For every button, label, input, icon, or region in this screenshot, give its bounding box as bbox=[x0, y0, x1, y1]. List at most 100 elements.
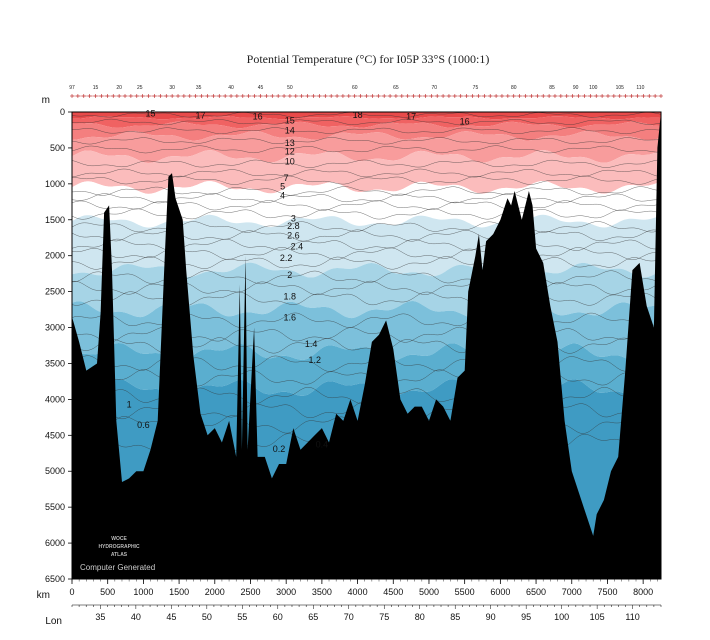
contour-label: 2.6 bbox=[287, 231, 300, 241]
x-tick-label: 4000 bbox=[348, 587, 368, 597]
station-label: 85 bbox=[549, 85, 555, 91]
lon-tick-label: 55 bbox=[237, 612, 247, 622]
station-label: 25 bbox=[137, 85, 143, 91]
contour-label: 12 bbox=[285, 147, 295, 157]
station-label: 35 bbox=[196, 85, 202, 91]
contour-label: 0.6 bbox=[137, 420, 150, 430]
logo-text: WOCE bbox=[111, 536, 127, 542]
contour-label: 10 bbox=[285, 157, 295, 167]
contour-label: 15 bbox=[146, 108, 156, 118]
x-tick-label: 3000 bbox=[276, 587, 296, 597]
lon-tick-label: 70 bbox=[344, 612, 354, 622]
distance-unit-label: km bbox=[37, 590, 50, 601]
station-label: 80 bbox=[511, 85, 517, 91]
x-tick-label: 7500 bbox=[597, 587, 617, 597]
x-tick-label: 1000 bbox=[133, 587, 153, 597]
y-tick-label: 3000 bbox=[45, 323, 65, 333]
axes: 0500100015002000250030003500400045005000… bbox=[45, 107, 662, 622]
y-tick-label: 3500 bbox=[45, 358, 65, 368]
y-tick-label: 1000 bbox=[45, 179, 65, 189]
lon-tick-label: 65 bbox=[308, 612, 318, 622]
contour-label: 16 bbox=[253, 111, 263, 121]
plot-frame bbox=[71, 111, 662, 580]
y-tick-label: 2000 bbox=[45, 251, 65, 261]
station-label: 97 bbox=[69, 85, 75, 91]
y-tick-label: 500 bbox=[50, 143, 65, 153]
contour-label: 0.4 bbox=[316, 440, 329, 450]
temperature-band bbox=[72, 121, 661, 141]
isotherm-line bbox=[72, 137, 661, 145]
contour-label: 15 bbox=[285, 116, 295, 126]
y-tick-label: 5500 bbox=[45, 502, 65, 512]
station-label: 40 bbox=[228, 85, 234, 91]
lon-tick-label: 35 bbox=[95, 612, 105, 622]
lon-tick-label: 100 bbox=[554, 612, 569, 622]
temperature-band bbox=[72, 112, 661, 120]
plot-area bbox=[72, 112, 661, 579]
contour-label: 3 bbox=[291, 213, 296, 223]
contour-label: 0.2 bbox=[273, 444, 286, 454]
temperature-band bbox=[72, 150, 661, 194]
contour-label: 1.6 bbox=[283, 312, 296, 322]
isotherm-line bbox=[72, 118, 661, 126]
isotherm-line bbox=[72, 112, 661, 118]
station-label: 70 bbox=[431, 85, 437, 91]
contour-label: 16 bbox=[460, 116, 470, 126]
contour-label: 2.8 bbox=[287, 221, 300, 231]
logo-text: HYDROGRAPHIC bbox=[98, 544, 140, 550]
x-tick-label: 2000 bbox=[205, 587, 225, 597]
x-tick-label: 5000 bbox=[419, 587, 439, 597]
lon-tick-label: 45 bbox=[166, 612, 176, 622]
station-label: 50 bbox=[287, 85, 293, 91]
lon-tick-label: 80 bbox=[415, 612, 425, 622]
station-markers: 97 15 20 25 30 35 40 45 50 60 65 70 75 80 85 90 100 105 11… bbox=[69, 85, 663, 98]
x-tick-label: 6500 bbox=[526, 587, 546, 597]
logo-text: ATLAS bbox=[111, 552, 128, 558]
depth-unit-label: m bbox=[42, 95, 50, 106]
lon-tick-label: 90 bbox=[486, 612, 496, 622]
contour-label: 1 bbox=[127, 399, 132, 409]
contour-label: 7 bbox=[284, 173, 289, 183]
lon-tick-label: 75 bbox=[379, 612, 389, 622]
seafloor bbox=[72, 112, 661, 579]
lon-tick-label: 105 bbox=[590, 612, 605, 622]
lon-tick-label: 40 bbox=[131, 612, 141, 622]
isotherm-line bbox=[72, 159, 661, 168]
contour-label: 17 bbox=[406, 111, 416, 121]
lon-tick-label: 85 bbox=[450, 612, 460, 622]
station-label: 105 bbox=[616, 85, 625, 91]
y-tick-label: 4500 bbox=[45, 430, 65, 440]
y-tick-label: 0 bbox=[60, 107, 65, 117]
y-tick-label: 6500 bbox=[45, 574, 65, 584]
longitude-label: Lon bbox=[45, 616, 62, 627]
x-tick-label: 1500 bbox=[169, 587, 189, 597]
station-label: 45 bbox=[258, 85, 264, 91]
woce-logo: WOCE HYDROGRAPHIC ATLAS bbox=[98, 536, 140, 558]
lon-tick-label: 110 bbox=[625, 612, 639, 622]
station-label: 30 bbox=[169, 85, 175, 91]
x-tick-label: 500 bbox=[100, 587, 115, 597]
y-tick-label: 5000 bbox=[45, 466, 65, 476]
contour-label: 4 bbox=[280, 190, 285, 200]
station-label: 60 bbox=[352, 85, 358, 91]
station-label: 75 bbox=[473, 85, 479, 91]
lon-tick-label: 60 bbox=[273, 612, 283, 622]
computer-generated-label: Computer Generated bbox=[80, 563, 155, 572]
station-label: 100 bbox=[589, 85, 598, 91]
contour-label: 5 bbox=[280, 182, 285, 192]
y-tick-label: 1500 bbox=[45, 215, 65, 225]
contour-label: 14 bbox=[285, 126, 295, 136]
contour-label: 1.4 bbox=[305, 339, 318, 349]
x-tick-label: 2500 bbox=[240, 587, 260, 597]
y-tick-label: 2500 bbox=[45, 287, 65, 297]
contour-label: 1.2 bbox=[308, 355, 321, 365]
contour-label: 2.2 bbox=[280, 253, 293, 263]
x-tick-label: 7000 bbox=[562, 587, 582, 597]
chart-title: Potential Temperature (°C) for I05P 33°S… bbox=[247, 52, 490, 66]
contour-label: 1.8 bbox=[283, 292, 296, 302]
contour-label: 18 bbox=[353, 110, 363, 120]
station-label: 110 bbox=[636, 85, 644, 91]
contour-label: 17 bbox=[196, 111, 206, 121]
contour-label: 13 bbox=[285, 138, 295, 148]
